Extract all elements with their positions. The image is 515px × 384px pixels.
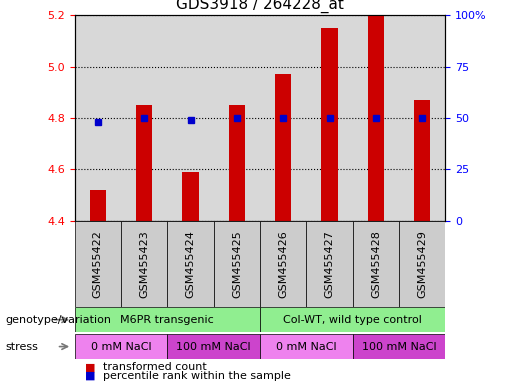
Text: 0 mM NaCl: 0 mM NaCl: [276, 341, 337, 352]
Bar: [275, 74, 291, 221]
Text: ■: ■: [85, 362, 95, 372]
Title: GDS3918 / 264228_at: GDS3918 / 264228_at: [176, 0, 344, 13]
Bar: [167, 334, 260, 359]
Bar: [399, 221, 445, 307]
Text: 100 mM NaCl: 100 mM NaCl: [177, 341, 251, 352]
Text: GSM455424: GSM455424: [185, 230, 196, 298]
Bar: [368, 15, 384, 221]
Text: 0 mM NaCl: 0 mM NaCl: [91, 341, 151, 352]
Text: GSM455428: GSM455428: [371, 230, 381, 298]
Bar: [214, 221, 260, 307]
Bar: [260, 334, 353, 359]
Text: 100 mM NaCl: 100 mM NaCl: [362, 341, 436, 352]
Bar: [90, 190, 106, 221]
Bar: [75, 307, 260, 332]
Text: transformed count: transformed count: [103, 362, 207, 372]
Bar: [75, 221, 121, 307]
Text: GSM455423: GSM455423: [139, 230, 149, 298]
Text: stress: stress: [5, 341, 38, 352]
Bar: [414, 100, 431, 221]
Bar: [167, 221, 214, 307]
Bar: [75, 334, 167, 359]
Text: ■: ■: [85, 371, 95, 381]
Text: Col-WT, wild type control: Col-WT, wild type control: [283, 314, 422, 325]
Text: GSM455429: GSM455429: [417, 230, 427, 298]
Bar: [229, 105, 245, 221]
Bar: [306, 221, 353, 307]
Bar: [353, 334, 445, 359]
Bar: [260, 221, 306, 307]
Text: GSM455425: GSM455425: [232, 230, 242, 298]
Text: GSM455426: GSM455426: [278, 230, 288, 298]
Bar: [353, 221, 399, 307]
Text: genotype/variation: genotype/variation: [5, 314, 111, 325]
Bar: [321, 28, 338, 221]
Bar: [260, 307, 445, 332]
Text: GSM455422: GSM455422: [93, 230, 103, 298]
Text: percentile rank within the sample: percentile rank within the sample: [103, 371, 291, 381]
Bar: [182, 172, 199, 221]
Text: M6PR transgenic: M6PR transgenic: [121, 314, 214, 325]
Text: GSM455427: GSM455427: [324, 230, 335, 298]
Bar: [121, 221, 167, 307]
Bar: [136, 105, 152, 221]
